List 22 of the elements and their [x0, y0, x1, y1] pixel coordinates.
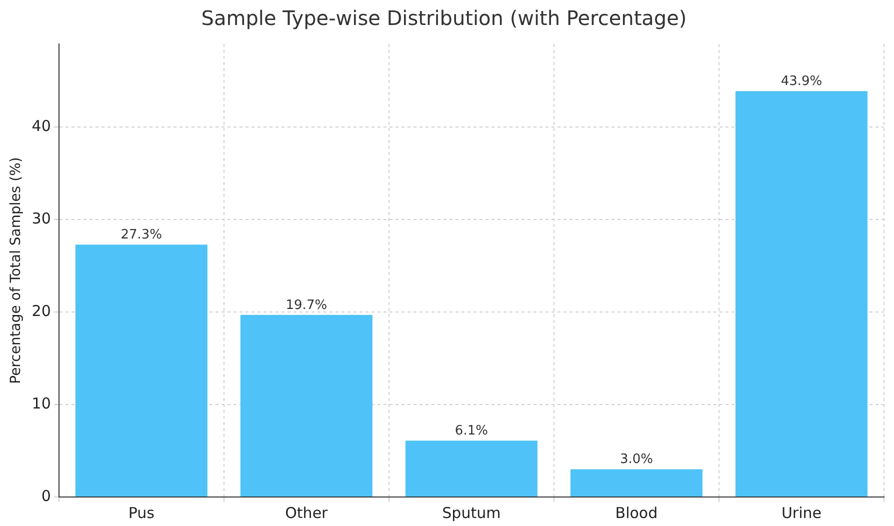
- y-tick-label: 10: [32, 394, 51, 412]
- x-tick-label: Pus: [128, 504, 155, 522]
- data-label: 43.9%: [780, 74, 822, 90]
- bar: [75, 244, 208, 496]
- y-tick-label: 0: [41, 486, 51, 505]
- y-tick-label: 20: [32, 302, 51, 320]
- chart-title: Sample Type-wise Distribution (with Percentage): [201, 6, 687, 30]
- bar: [240, 314, 372, 496]
- y-tick-label: 40: [32, 117, 51, 136]
- bar: [735, 91, 868, 496]
- y-axis-title: Percentage of Total Samples (%): [8, 157, 24, 384]
- x-tick-label: Urine: [781, 504, 822, 522]
- bar: [405, 440, 538, 496]
- x-tick-label: Sputum: [442, 504, 501, 522]
- x-tick-label: Other: [285, 504, 329, 522]
- data-label: 19.7%: [286, 298, 328, 313]
- x-tick-label: Blood: [615, 504, 658, 522]
- data-label: 3.0%: [620, 452, 653, 468]
- bar: [570, 469, 702, 496]
- data-label: 27.3%: [120, 227, 162, 242]
- data-label: 6.1%: [454, 423, 488, 438]
- y-tick-label: 30: [32, 210, 51, 228]
